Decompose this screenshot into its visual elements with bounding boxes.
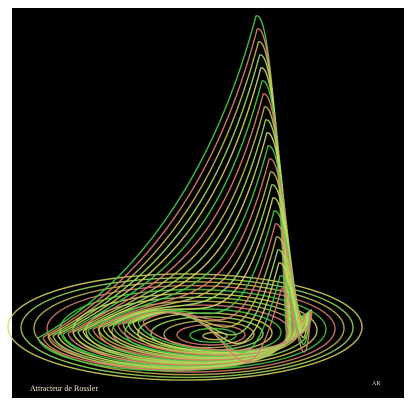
caption: Attracteur de Rossler bbox=[30, 384, 98, 393]
page: Attracteur de Rossler AR (() => { const … bbox=[0, 0, 418, 407]
signature: AR bbox=[372, 381, 380, 387]
artwork: Attracteur de Rossler AR bbox=[0, 0, 418, 407]
